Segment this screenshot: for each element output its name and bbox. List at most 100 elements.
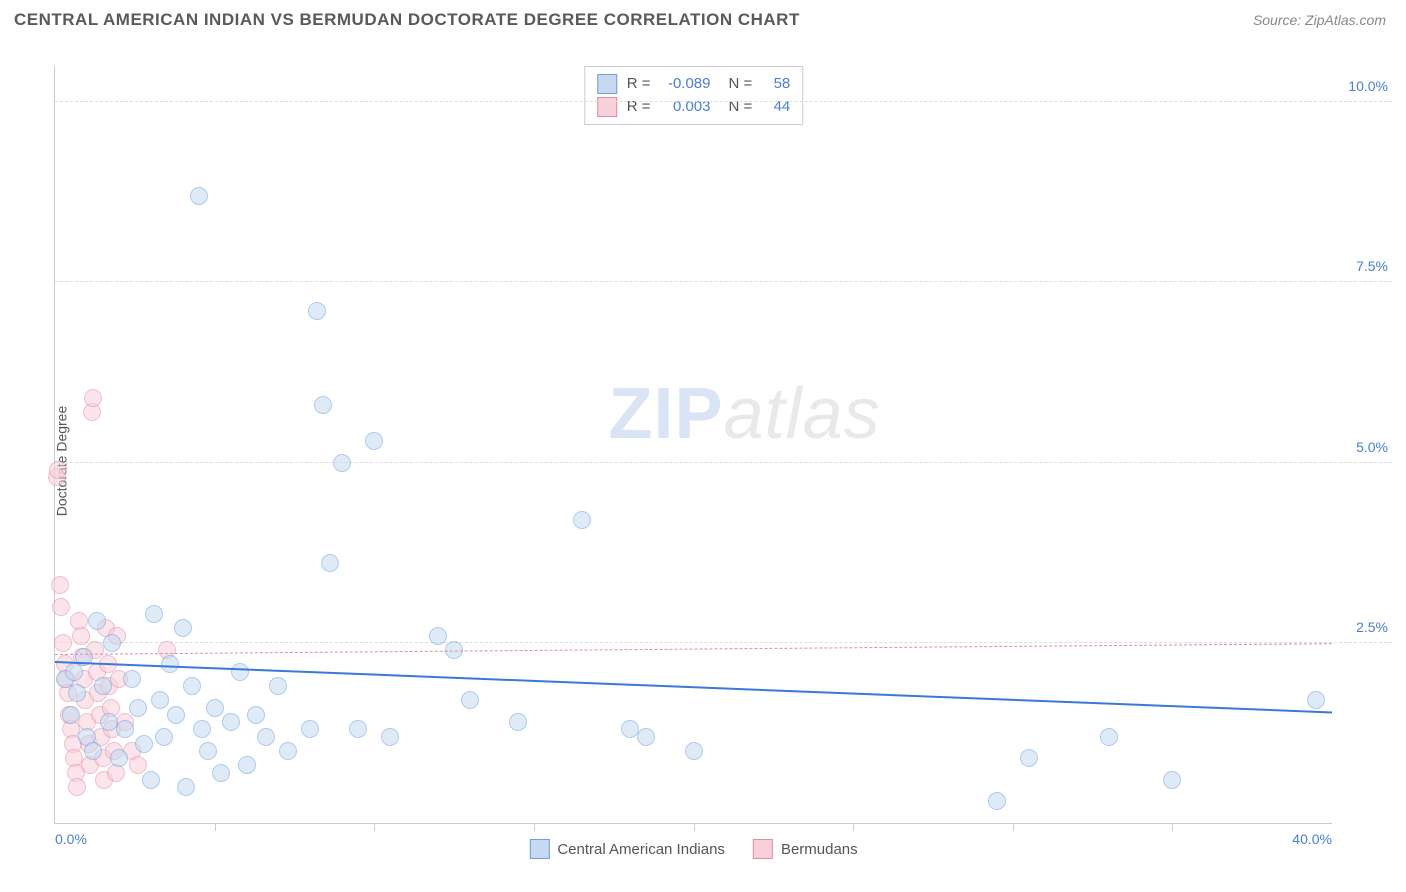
data-point [167, 706, 185, 724]
data-point [110, 749, 128, 767]
legend-swatch [597, 97, 617, 117]
data-point [206, 699, 224, 717]
data-point [68, 778, 86, 796]
data-point [88, 612, 106, 630]
x-tick-label: 0.0% [55, 831, 87, 847]
data-point [54, 634, 72, 652]
data-point [212, 764, 230, 782]
data-point [190, 187, 208, 205]
legend-item: Central American Indians [529, 839, 725, 859]
data-point [123, 670, 141, 688]
correlation-row: R = -0.089 N = 58 [597, 73, 791, 96]
data-point [321, 554, 339, 572]
data-point [222, 713, 240, 731]
gridline [55, 642, 1392, 643]
data-point [51, 576, 69, 594]
x-tick [534, 823, 535, 831]
data-point [257, 728, 275, 746]
x-tick [1013, 823, 1014, 831]
legend-item: Bermudans [753, 839, 858, 859]
y-tick-label: 7.5% [1356, 258, 1388, 274]
watermark-atlas: atlas [724, 374, 881, 454]
x-tick [1172, 823, 1173, 831]
data-point [1163, 771, 1181, 789]
legend-label: Bermudans [781, 841, 858, 858]
data-point [142, 771, 160, 789]
data-point [129, 699, 147, 717]
data-point [1100, 728, 1118, 746]
data-point [314, 396, 332, 414]
data-point [145, 605, 163, 623]
corr-n-label: N = [729, 73, 753, 96]
correlation-legend: R = -0.089 N = 58 R = 0.003 N = 44 [584, 66, 804, 125]
data-point [49, 461, 67, 479]
data-point [177, 778, 195, 796]
data-point [269, 677, 287, 695]
chart-wrap: Doctorate Degree ZIPatlas R =-0.089N =58… [14, 44, 1392, 878]
chart-source: Source: ZipAtlas.com [1253, 12, 1386, 28]
trend-line [55, 643, 1332, 655]
data-point [103, 634, 121, 652]
data-point [308, 302, 326, 320]
data-point [685, 742, 703, 760]
trend-line [55, 661, 1332, 713]
data-point [94, 677, 112, 695]
corr-n-value: 58 [762, 73, 790, 96]
data-point [461, 691, 479, 709]
data-point [84, 742, 102, 760]
y-tick-label: 5.0% [1356, 439, 1388, 455]
data-point [247, 706, 265, 724]
y-tick-label: 2.5% [1356, 619, 1388, 635]
legend-swatch [753, 839, 773, 859]
data-point [135, 735, 153, 753]
data-point [349, 720, 367, 738]
corr-r-label: R = [627, 73, 651, 96]
gridline [55, 462, 1392, 463]
x-tick [853, 823, 854, 831]
chart-header: CENTRAL AMERICAN INDIAN VS BERMUDAN DOCT… [0, 0, 1406, 36]
data-point [72, 627, 90, 645]
data-point [573, 511, 591, 529]
data-point [68, 684, 86, 702]
corr-r-value: -0.089 [661, 73, 711, 96]
data-point [238, 756, 256, 774]
corr-n-value: 44 [762, 96, 790, 119]
series-legend: Central American Indians Bermudans [529, 839, 857, 859]
corr-n-label: N = [729, 96, 753, 119]
y-tick-label: 10.0% [1348, 78, 1388, 94]
data-point [509, 713, 527, 731]
legend-swatch [529, 839, 549, 859]
x-tick [215, 823, 216, 831]
data-point [365, 432, 383, 450]
legend-swatch [597, 74, 617, 94]
data-point [1020, 749, 1038, 767]
gridline [55, 281, 1392, 282]
data-point [151, 691, 169, 709]
data-point [183, 677, 201, 695]
corr-r-label: R = [627, 96, 651, 119]
legend-label: Central American Indians [557, 841, 725, 858]
data-point [381, 728, 399, 746]
data-point [301, 720, 319, 738]
gridline [55, 101, 1392, 102]
chart-title: CENTRAL AMERICAN INDIAN VS BERMUDAN DOCT… [14, 10, 800, 30]
data-point [333, 454, 351, 472]
data-point [199, 742, 217, 760]
x-tick [374, 823, 375, 831]
data-point [279, 742, 297, 760]
watermark-zip: ZIP [609, 374, 724, 454]
data-point [62, 706, 80, 724]
data-point [52, 598, 70, 616]
data-point [429, 627, 447, 645]
data-point [116, 720, 134, 738]
plot-area: ZIPatlas R =-0.089N =58R =0.003N =44 Cen… [54, 66, 1332, 824]
corr-r-value: 0.003 [661, 96, 711, 119]
data-point [174, 619, 192, 637]
x-tick [694, 823, 695, 831]
data-point [231, 663, 249, 681]
data-point [193, 720, 211, 738]
data-point [1307, 691, 1325, 709]
data-point [155, 728, 173, 746]
watermark: ZIPatlas [609, 373, 881, 455]
correlation-row: R = 0.003 N = 44 [597, 96, 791, 119]
